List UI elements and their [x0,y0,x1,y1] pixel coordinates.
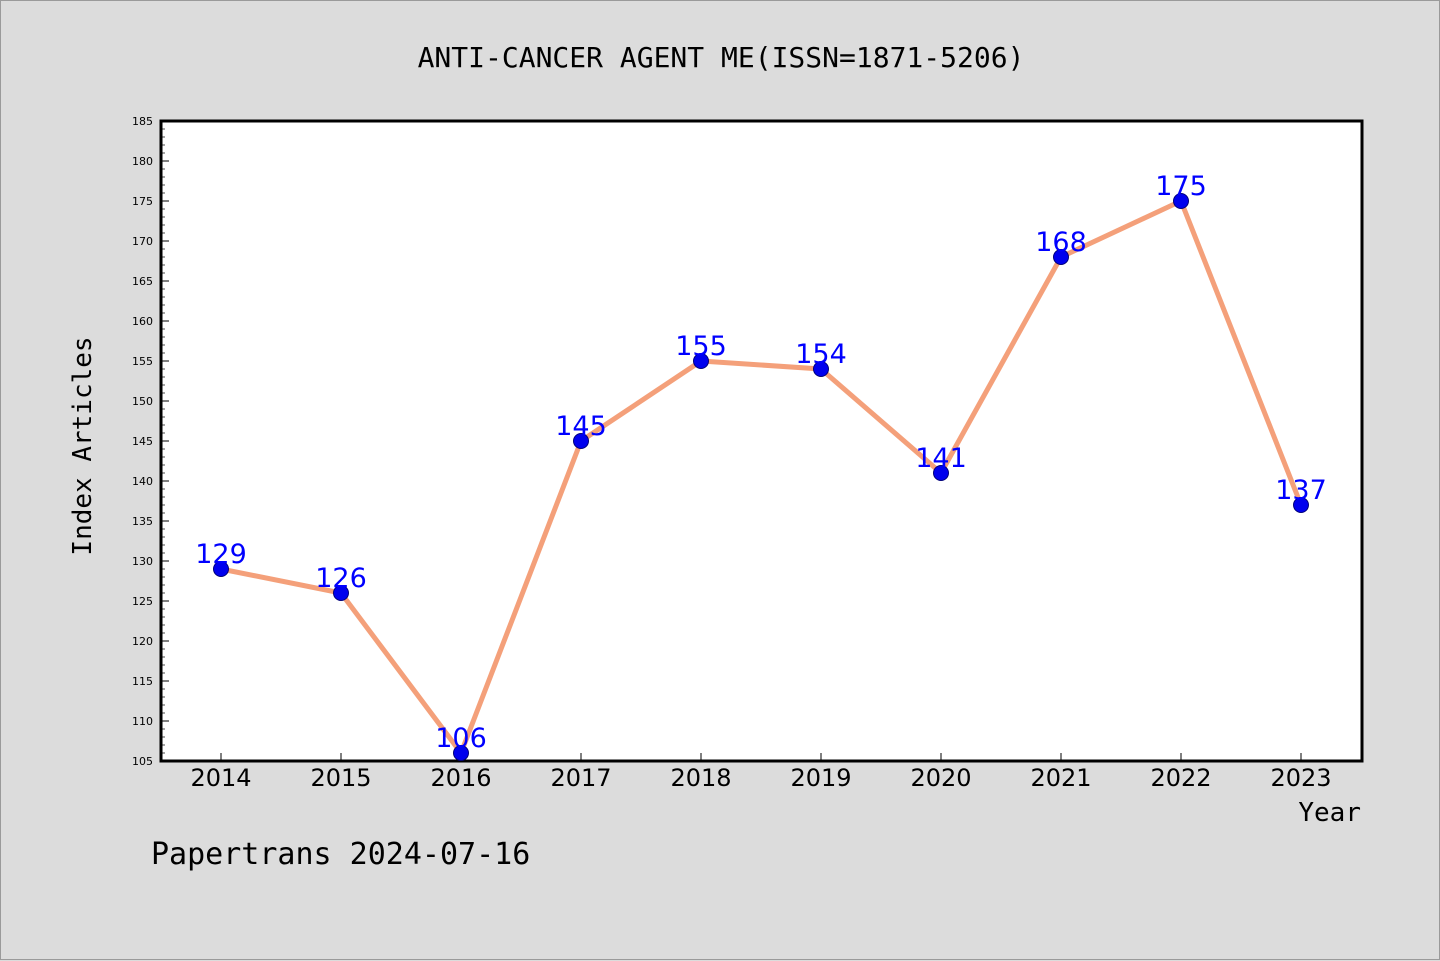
data-label: 129 [195,539,247,570]
y-tick-label: 115 [132,675,153,688]
y-tick-label: 110 [132,715,153,728]
data-point [1293,497,1309,513]
x-tick-label: 2023 [1270,764,1331,792]
y-tick-label: 120 [132,635,153,648]
x-tick-label: 2018 [670,764,731,792]
data-label: 168 [1035,227,1087,258]
y-tick-label: 150 [132,395,153,408]
x-tick-label: 2015 [310,764,371,792]
data-label: 137 [1275,475,1327,506]
x-tick-label: 2017 [550,764,611,792]
x-axis-label: Year [1298,798,1361,828]
y-tick-label: 160 [132,315,153,328]
x-tick-label: 2022 [1150,764,1211,792]
data-point [933,465,949,481]
y-tick-label: 165 [132,275,153,288]
y-tick-label: 125 [132,595,153,608]
series-line [218,198,1304,756]
y-tick-label: 170 [132,235,153,248]
data-label: 145 [555,411,607,442]
y-tick-label: 175 [132,195,153,208]
data-point [693,353,709,369]
y-minor-ticks [161,128,165,754]
data-label: 106 [435,723,487,754]
x-tick-label: 2021 [1030,764,1091,792]
chart-title: ANTI-CANCER AGENT ME(ISSN=1871-5206) [418,41,1025,74]
data-point [333,585,349,601]
y-tick-label: 155 [132,355,153,368]
data-point-markers [213,193,1309,761]
y-tick-label: 140 [132,475,153,488]
y-tick-label: 105 [132,755,153,768]
x-tick-label: 2019 [790,764,851,792]
data-point [213,561,229,577]
data-point [573,433,589,449]
y-tick-label: 185 [132,115,153,128]
y-axis-ticks: 105 110 115 120 125 130 135 140 145 150 155 160 165 1… [132,115,169,768]
x-axis-ticks: 2014 2015 2016 2017 2018 2019 2020 2021 2022 2023 [190,753,1332,792]
data-label: 141 [915,443,967,474]
x-tick-label: 2016 [430,764,491,792]
x-tick-label: 2020 [910,764,971,792]
watermark: Papertrans 2024-07-16 [151,837,530,872]
data-label: 126 [315,563,367,594]
data-labels: 129 126 106 145 155 154 141 168 175 137 [195,171,1327,754]
data-point [453,745,469,761]
x-tick-label: 2014 [190,764,251,792]
y-tick-label: 135 [132,515,153,528]
data-point [1053,249,1069,265]
data-label: 175 [1155,171,1207,202]
data-point [813,361,829,377]
data-point [1173,193,1189,209]
y-tick-label: 180 [132,155,153,168]
plot-area [159,119,1364,763]
y-tick-label: 130 [132,555,153,568]
data-label: 155 [675,331,727,362]
y-axis-label: Index Articles [68,336,98,555]
y-tick-label: 145 [132,435,153,448]
data-label: 154 [795,339,847,370]
